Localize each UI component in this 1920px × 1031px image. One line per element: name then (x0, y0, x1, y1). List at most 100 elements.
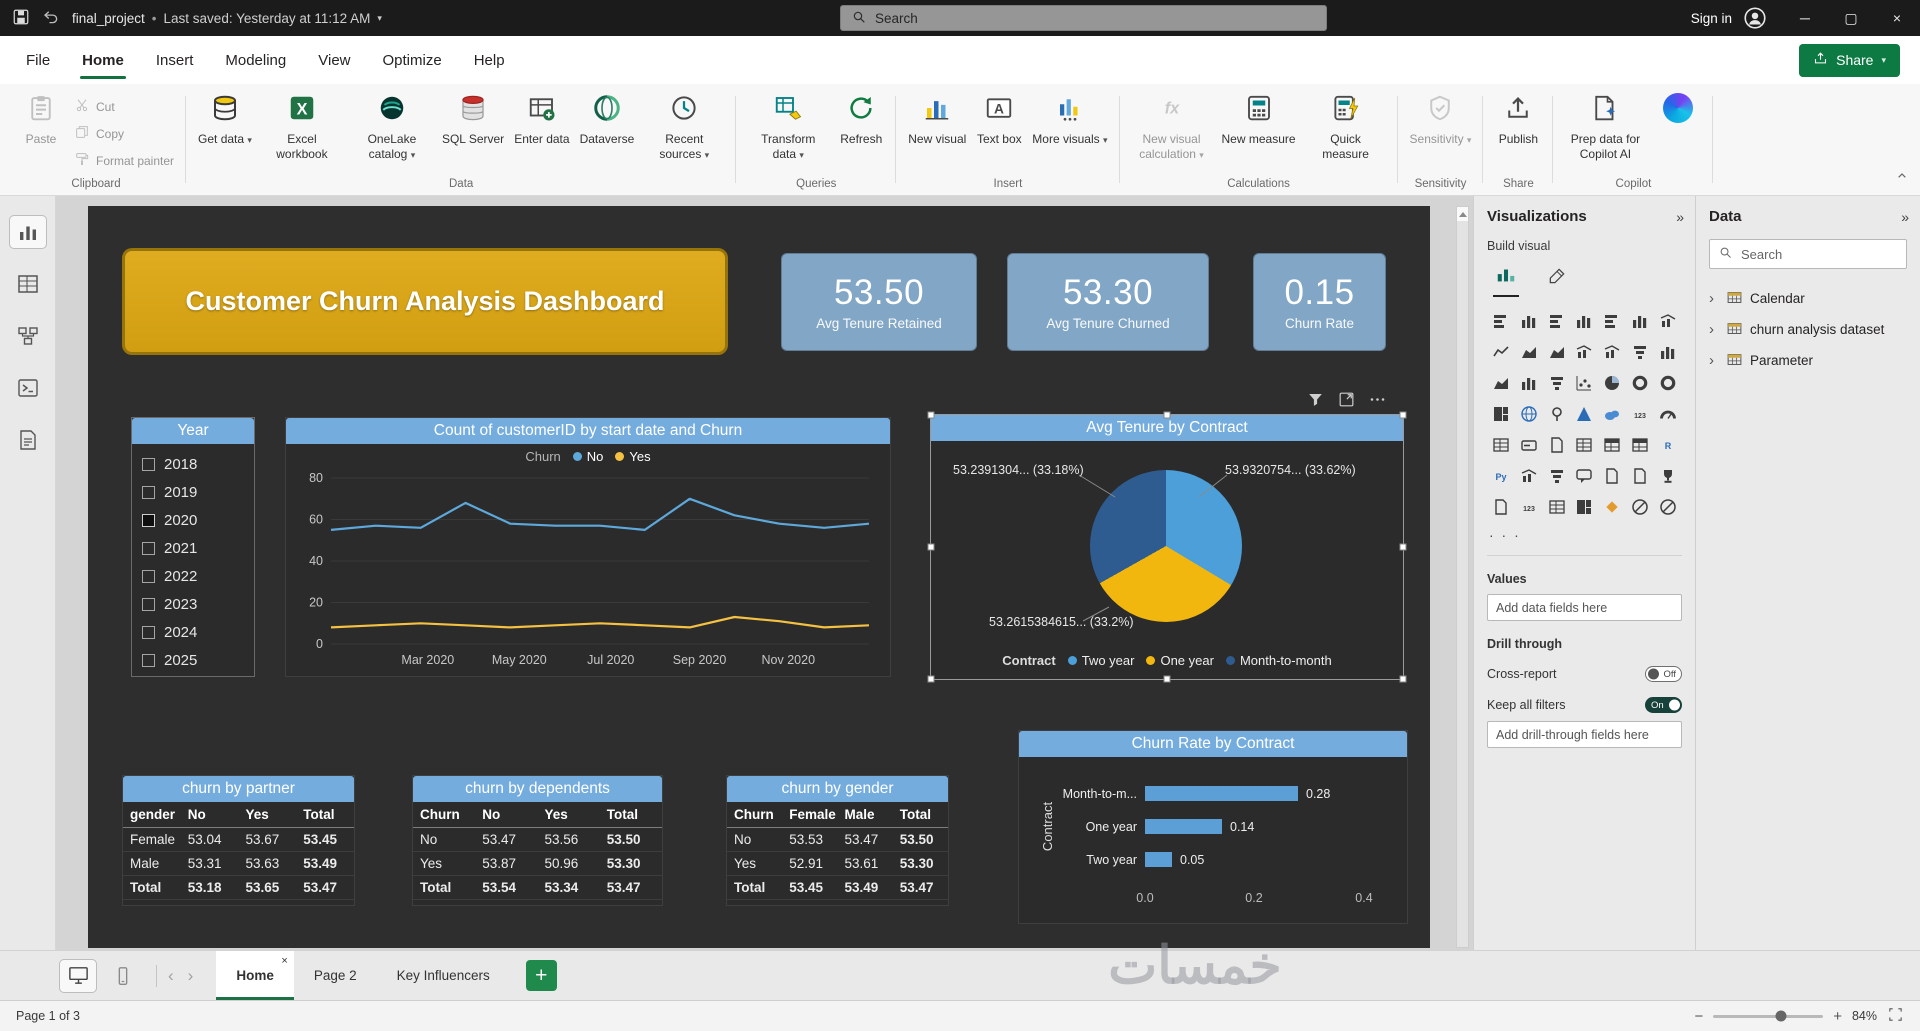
document-title[interactable]: final_project • Last saved: Yesterday at… (72, 11, 382, 26)
bar-chart-visual[interactable]: Churn Rate by Contract Contract Month-to… (1018, 730, 1408, 924)
more-visual-types-icon[interactable]: · · · (1489, 527, 1521, 543)
viz-type-icon-123[interactable]: 123 (1519, 497, 1539, 517)
ribbon-button-paste[interactable]: Paste (14, 86, 68, 147)
format-visual-icon[interactable] (1547, 266, 1567, 297)
rail-table-view[interactable] (10, 268, 46, 300)
data-item-parameter[interactable]: › Parameter (1709, 345, 1907, 376)
ribbon-button-excel-workbook[interactable]: X Excel workbook (258, 86, 346, 162)
viz-type-icon-area[interactable] (1547, 342, 1567, 362)
selection-handle[interactable] (1163, 675, 1171, 683)
viz-type-icon-cols[interactable] (1519, 373, 1539, 393)
rail-dax-query-view[interactable] (10, 372, 46, 404)
viz-type-icon-bubble[interactable] (1574, 466, 1594, 486)
checkbox-2022[interactable] (142, 569, 155, 583)
share-button[interactable]: Share ▾ (1799, 43, 1900, 77)
viz-type-icon-treemap[interactable] (1574, 497, 1594, 517)
keep-all-filters-toggle[interactable]: On (1645, 697, 1682, 713)
year-option-2020[interactable]: 2020 (142, 506, 250, 534)
year-option-2025[interactable]: 2025 (142, 646, 250, 674)
year-slicer[interactable]: Year 2018 2019 2020 2021 2022 2023 2024 2025 (131, 417, 255, 677)
ribbon-button-quick-measure[interactable]: Quick measure (1302, 86, 1390, 162)
year-option-2024[interactable]: 2024 (142, 618, 250, 646)
ribbon-button-new-visual[interactable]: New visual (904, 86, 970, 147)
legend-item-no[interactable]: No (572, 449, 603, 464)
ribbon-button-transform-data[interactable]: Transform data ▾ (744, 86, 832, 162)
year-option-2023[interactable]: 2023 (142, 590, 250, 618)
ribbon-button-publish[interactable]: Publish (1491, 86, 1545, 147)
expand-chevron-icon[interactable]: › (1709, 352, 1714, 369)
fit-to-page-icon[interactable] (1887, 1006, 1904, 1026)
save-icon[interactable] (12, 8, 30, 29)
viz-type-icon-scatter[interactable] (1574, 373, 1594, 393)
close-button[interactable]: × (1892, 10, 1902, 26)
viz-type-icon-funnel[interactable] (1630, 342, 1650, 362)
expand-chevron-icon[interactable]: › (1709, 290, 1714, 307)
collapse-data-panel-icon[interactable]: » (1901, 208, 1909, 225)
rail-tmdl-view[interactable] (10, 424, 46, 456)
data-search-input[interactable]: Search (1709, 239, 1907, 269)
previous-page-arrow[interactable]: ‹ (168, 965, 174, 985)
selection-handle[interactable] (1399, 675, 1407, 683)
menu-tab-insert[interactable]: Insert (155, 51, 194, 69)
undo-icon[interactable] (42, 8, 60, 29)
legend-item-month-to-month[interactable]: Month-to-month (1225, 653, 1332, 668)
viz-type-icon-pie[interactable] (1602, 373, 1622, 393)
viz-type-icon-doc[interactable] (1491, 497, 1511, 517)
viz-type-icon-barh[interactable] (1547, 311, 1567, 331)
viz-type-icon-py[interactable]: Py (1491, 466, 1511, 486)
viz-type-icon-diamond[interactable] (1602, 497, 1622, 517)
data-item-calendar[interactable]: › Calendar (1709, 283, 1907, 314)
checkbox-2023[interactable] (142, 597, 155, 611)
ribbon-button-refresh[interactable]: Refresh (834, 86, 888, 147)
rail-model-view[interactable] (10, 320, 46, 352)
ribbon-button-cut[interactable]: Cut (70, 96, 178, 117)
collapse-ribbon-icon[interactable] (1894, 168, 1910, 189)
focus-mode-icon[interactable] (1337, 390, 1356, 409)
viz-type-icon-barh[interactable] (1491, 311, 1511, 331)
viz-type-icon-area[interactable] (1491, 373, 1511, 393)
viz-type-icon-cols[interactable] (1630, 311, 1650, 331)
kpi-card-churn-rate[interactable]: 0.15 Churn Rate (1253, 253, 1386, 351)
ribbon-button-onelake-catalog[interactable]: OneLake catalog ▾ (348, 86, 436, 162)
close-tab-icon[interactable]: × (281, 955, 288, 967)
values-field-well[interactable]: Add data fields here (1487, 594, 1682, 621)
ribbon-button-sensitivity[interactable]: Sensitivity ▾ (1406, 86, 1476, 147)
viz-type-icon-trophy[interactable] (1658, 466, 1678, 486)
table-visual-churn-by-gender[interactable]: churn by gender Churn Female Male Total No 53.… (726, 775, 949, 906)
zoom-slider-knob[interactable] (1775, 1010, 1787, 1022)
checkbox-2021[interactable] (142, 541, 155, 555)
canvas-scrollbar[interactable] (1456, 206, 1469, 948)
viz-type-icon-funnel[interactable] (1547, 373, 1567, 393)
viz-type-icon-slash[interactable] (1630, 497, 1650, 517)
year-option-2021[interactable]: 2021 (142, 534, 250, 562)
viz-type-icon-cols[interactable] (1658, 342, 1678, 362)
viz-type-icon-treemap[interactable] (1491, 404, 1511, 424)
pie-chart[interactable] (1090, 470, 1242, 622)
account-avatar-icon[interactable] (1742, 5, 1768, 31)
ribbon-button-text-box[interactable]: A Text box (972, 86, 1026, 147)
viz-type-icon-doc[interactable] (1547, 435, 1567, 455)
zoom-in-button[interactable]: + (1833, 1007, 1842, 1025)
menu-tab-file[interactable]: File (26, 51, 51, 69)
menu-tab-view[interactable]: View (318, 51, 351, 69)
checkbox-2018[interactable] (142, 457, 155, 471)
selection-handle[interactable] (1163, 411, 1171, 419)
page-tab-home[interactable]: Home × (216, 951, 294, 1000)
viz-type-icon-cols[interactable] (1574, 311, 1594, 331)
viz-type-icon-matrix[interactable] (1630, 435, 1650, 455)
viz-type-icon-area[interactable] (1519, 342, 1539, 362)
viz-type-icon-line[interactable] (1491, 342, 1511, 362)
ribbon-button-sql-server[interactable]: SQL Server (438, 86, 508, 147)
ribbon-button-new-measure[interactable]: New measure (1218, 86, 1300, 147)
bar-month-to-m[interactable] (1145, 786, 1298, 801)
viz-type-icon-table[interactable] (1574, 435, 1594, 455)
table-visual-churn-by-dependents[interactable]: churn by dependents Churn No Yes Total No 53.4… (412, 775, 663, 906)
year-option-2022[interactable]: 2022 (142, 562, 250, 590)
kpi-card-avg-tenure-retained[interactable]: 53.50 Avg Tenure Retained (781, 253, 977, 351)
viz-type-icon-combo[interactable] (1574, 342, 1594, 362)
legend-item-yes[interactable]: Yes (615, 449, 651, 464)
viz-type-icon-combo[interactable] (1658, 311, 1678, 331)
checkbox-2020[interactable] (142, 513, 155, 527)
viz-type-icon-funnel[interactable] (1547, 466, 1567, 486)
scroll-up-arrow[interactable] (1457, 207, 1468, 221)
